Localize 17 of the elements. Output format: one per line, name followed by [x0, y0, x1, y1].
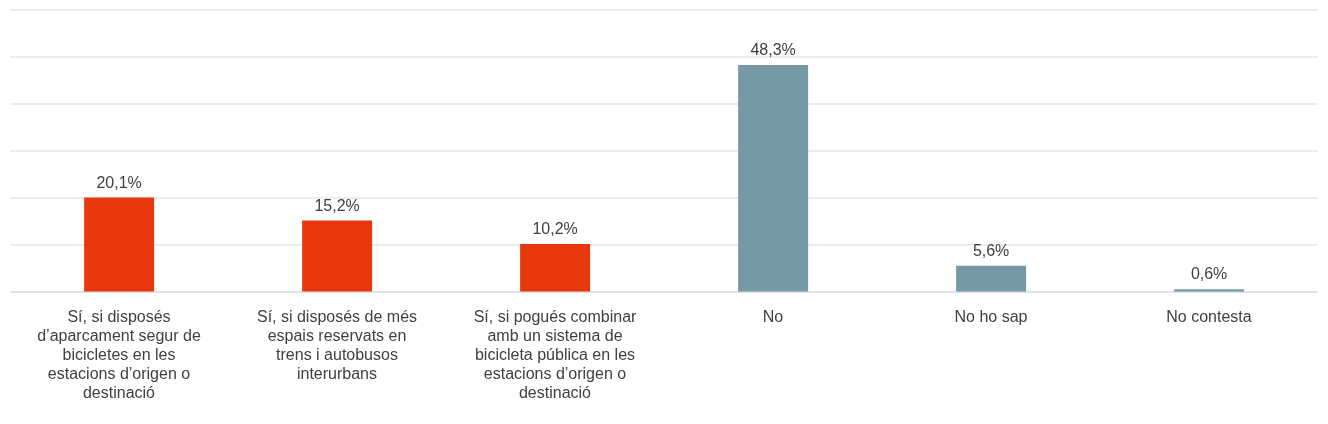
data-label: 10,2% — [532, 220, 578, 238]
data-label: 15,2% — [314, 196, 360, 214]
data-label: 20,1% — [96, 173, 142, 191]
x-tick-label: No ho sap — [954, 308, 1028, 325]
bar — [302, 220, 373, 292]
x-tick-label: No — [762, 308, 784, 325]
x-tick-label: Sí, si pogués combinar amb un sistema de bicicleta pública en les estacions d’origen o destinació — [473, 308, 638, 401]
bar — [84, 197, 155, 292]
data-label: 5,6% — [972, 241, 1010, 259]
x-tick-label: Sí, si disposés d’aparcament segur de bicicletes en les estacions d’origen o destinació — [37, 308, 201, 401]
x-tick-label: No contesta — [1166, 308, 1252, 325]
data-label: 0,6% — [1190, 265, 1228, 283]
bar — [738, 64, 809, 292]
x-tick-label: Sí, si disposés de més espais reservats en trens i autobusos interurbans — [256, 308, 418, 382]
bar — [520, 244, 591, 292]
data-label: 48,3% — [750, 40, 796, 58]
bar — [956, 265, 1027, 292]
